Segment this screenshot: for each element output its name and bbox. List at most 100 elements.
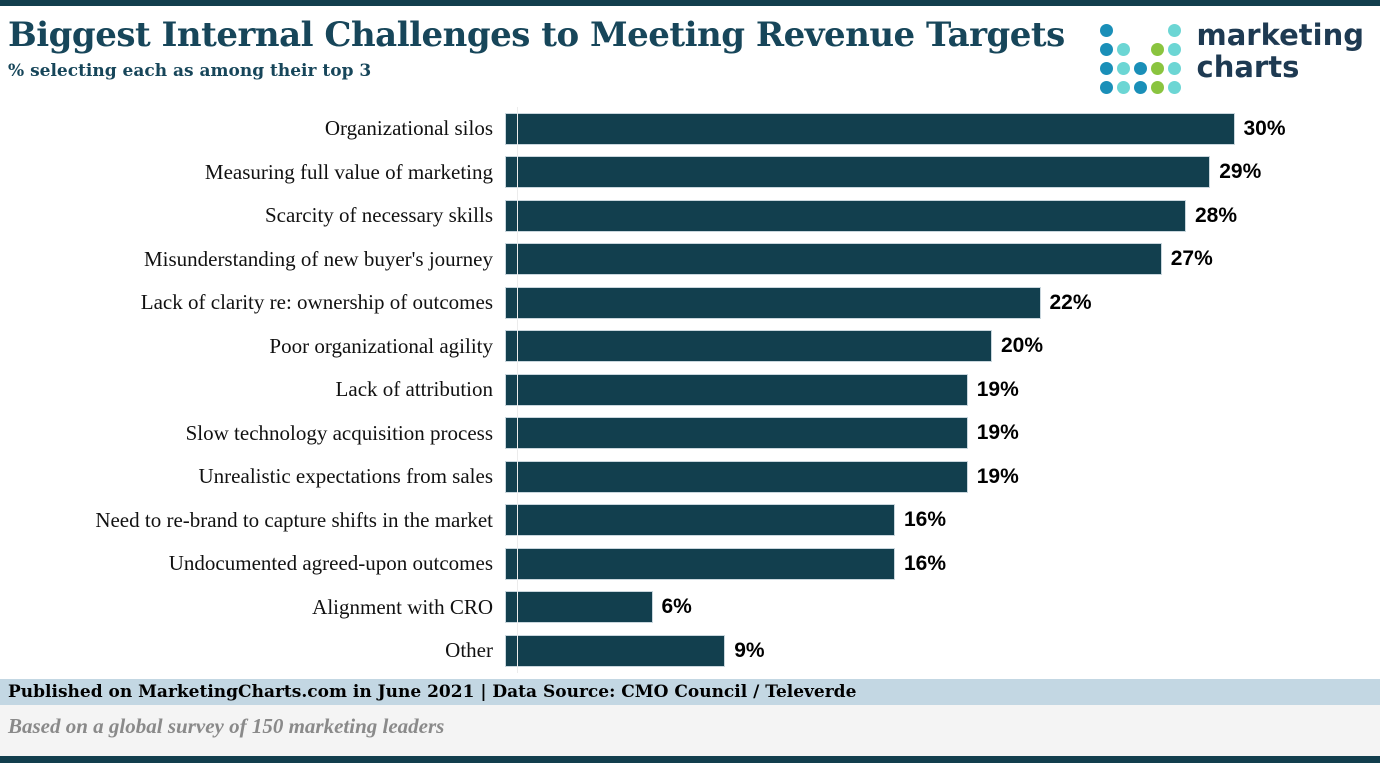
logo-dots-icon xyxy=(1099,24,1185,100)
bar-row: Undocumented agreed-upon outcomes 16% xyxy=(0,542,1380,586)
bottom-border-rule xyxy=(0,756,1380,763)
value-label: 19% xyxy=(976,421,1019,445)
bar-row: Lack of clarity re: ownership of outcome… xyxy=(0,281,1380,325)
logo-dot-green-icon xyxy=(1150,43,1164,56)
value-label: 6% xyxy=(661,595,692,619)
value-label: 27% xyxy=(1170,247,1213,271)
bar-area: 29% xyxy=(505,156,1380,189)
category-label: Lack of clarity re: ownership of outcome… xyxy=(140,290,493,315)
page-title: Biggest Internal Challenges to Meeting R… xyxy=(8,15,1065,55)
value-label: 19% xyxy=(976,377,1019,401)
bar-row: Lack of attribution 19% xyxy=(0,368,1380,412)
bar-row: Misunderstanding of new buyer's journey 2… xyxy=(0,238,1380,282)
bar-area: 19% xyxy=(505,460,1380,493)
category-label: Unrealistic expectations from sales xyxy=(198,464,493,489)
bar-row: Measuring full value of marketing 29% xyxy=(0,151,1380,195)
bar-row: Poor organizational agility 20% xyxy=(0,325,1380,369)
logo-dot-empty xyxy=(1134,43,1147,56)
logo-dot-blue-icon xyxy=(1099,24,1113,37)
marketingcharts-logo: marketing charts xyxy=(1099,18,1364,100)
bar-chart: Organizational silos 30% Measuring full va… xyxy=(0,107,1380,673)
logo-dot-cyan-icon xyxy=(1167,62,1181,75)
bar xyxy=(505,373,968,406)
logo-wordmark: marketing charts xyxy=(1196,18,1364,84)
bar xyxy=(505,286,1041,319)
logo-dot-blue-icon xyxy=(1099,43,1113,56)
category-label: Poor organizational agility xyxy=(269,333,493,358)
value-label: 30% xyxy=(1243,116,1286,140)
bar-area: 22% xyxy=(505,286,1380,319)
bar xyxy=(505,330,992,363)
logo-dot-blue-icon xyxy=(1133,81,1147,94)
logo-dot-cyan-icon xyxy=(1167,43,1181,56)
bar-area: 6% xyxy=(505,591,1380,624)
bar-row: Unrealistic expectations from sales 19% xyxy=(0,455,1380,499)
bar-row: Slow technology acquisition process 19% xyxy=(0,412,1380,456)
value-label: 16% xyxy=(904,508,947,532)
value-label: 22% xyxy=(1049,290,1092,314)
logo-dot-cyan-icon xyxy=(1116,43,1130,56)
category-label: Lack of attribution xyxy=(335,377,493,402)
bar-area: 16% xyxy=(505,504,1380,537)
bar-row: Scarcity of necessary skills 28% xyxy=(0,194,1380,238)
bar-row: Alignment with CRO 6% xyxy=(0,586,1380,630)
logo-dot-empty xyxy=(1117,24,1130,37)
bar-row: Other 9% xyxy=(0,629,1380,673)
page-subtitle: % selecting each as among their top 3 xyxy=(8,61,372,82)
category-label: Scarcity of necessary skills xyxy=(264,203,493,228)
logo-dot-empty xyxy=(1134,24,1147,37)
category-label: Measuring full value of marketing xyxy=(204,159,493,184)
category-label: Misunderstanding of new buyer's journey xyxy=(143,246,493,271)
category-label: Undocumented agreed-upon outcomes xyxy=(168,551,493,576)
logo-word-charts: charts xyxy=(1196,49,1300,84)
bar-area: 27% xyxy=(505,243,1380,276)
value-label: 29% xyxy=(1219,160,1262,184)
logo-dot-green-icon xyxy=(1150,81,1164,94)
value-label: 16% xyxy=(904,551,947,575)
footnote-area: Based on a global survey of 150 marketin… xyxy=(0,705,1380,756)
logo-dot-blue-icon xyxy=(1099,81,1113,94)
value-label: 20% xyxy=(1001,334,1044,358)
bar xyxy=(505,417,968,450)
bar xyxy=(505,591,653,624)
bar-area: 28% xyxy=(505,199,1380,232)
logo-dot-green-icon xyxy=(1150,62,1164,75)
survey-footnote: Based on a global survey of 150 marketin… xyxy=(8,714,445,738)
category-label: Slow technology acquisition process xyxy=(185,420,493,445)
bar xyxy=(505,112,1235,145)
bar-area: 16% xyxy=(505,547,1380,580)
bar xyxy=(505,634,726,667)
category-label: Need to re-brand to capture shifts in th… xyxy=(95,507,493,532)
title-block: Biggest Internal Challenges to Meeting R… xyxy=(8,15,1065,82)
publication-bar: Published on MarketingCharts.com in June… xyxy=(0,679,1380,705)
category-label: Alignment with CRO xyxy=(312,594,493,619)
logo-dot-cyan-icon xyxy=(1167,24,1181,37)
bar xyxy=(505,156,1211,189)
bar xyxy=(505,243,1162,276)
logo-dot-blue-icon xyxy=(1099,62,1113,75)
bar-area: 20% xyxy=(505,330,1380,363)
bar xyxy=(505,504,895,537)
value-label: 9% xyxy=(734,638,765,662)
logo-dot-cyan-icon xyxy=(1167,81,1181,94)
bar-area: 19% xyxy=(505,417,1380,450)
bar xyxy=(505,547,895,580)
bar-area: 19% xyxy=(505,373,1380,406)
bar-row: Organizational silos 30% xyxy=(0,107,1380,151)
value-label: 19% xyxy=(976,464,1019,488)
bar xyxy=(505,199,1186,232)
value-label: 28% xyxy=(1195,203,1238,227)
category-label: Other xyxy=(445,638,493,663)
category-label: Organizational silos xyxy=(324,116,493,141)
bar xyxy=(505,460,968,493)
chart-header: Biggest Internal Challenges to Meeting R… xyxy=(0,6,1380,105)
logo-word-marketing: marketing xyxy=(1196,18,1364,52)
logo-dot-cyan-icon xyxy=(1116,62,1130,75)
logo-dot-blue-icon xyxy=(1133,62,1147,75)
top-border-rule xyxy=(0,0,1380,6)
logo-dot-cyan-icon xyxy=(1116,81,1130,94)
bar-row: Need to re-brand to capture shifts in th… xyxy=(0,499,1380,543)
logo-dot-empty xyxy=(1151,24,1164,37)
bar-area: 30% xyxy=(505,112,1380,145)
